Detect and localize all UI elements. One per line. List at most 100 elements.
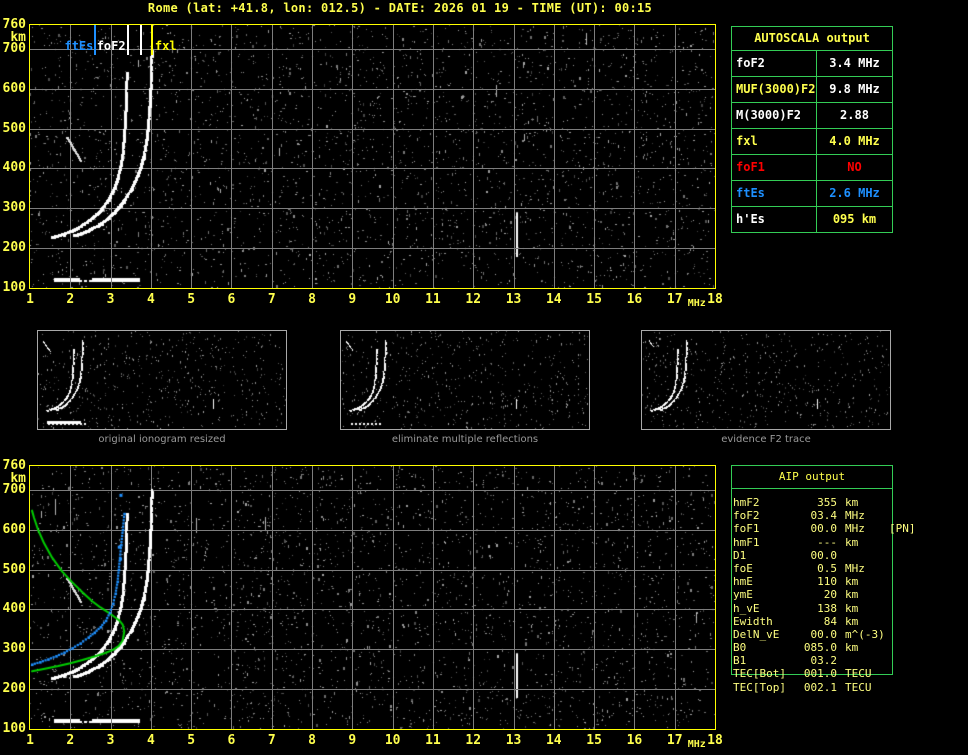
aip-key: hmF2: [733, 496, 760, 509]
x-axis-tick: 4: [146, 733, 155, 748]
aip-row: D1 00.0: [733, 549, 968, 562]
marker-line-fof2[interactable]: [127, 25, 129, 55]
y-axis-tick: 500: [2, 120, 26, 136]
x-axis-tick: 15: [586, 292, 602, 307]
aip-unit: MHz: [845, 561, 865, 575]
ionogram-bottom-plot[interactable]: [29, 465, 716, 730]
aip-key: foF1: [733, 522, 760, 536]
autoscala-title: AUTOSCALA output: [732, 27, 892, 51]
x-axis-tick: 14: [545, 733, 562, 748]
aip-row: foE 0.5 MHz: [733, 562, 968, 575]
marker-line-ftes[interactable]: [94, 25, 96, 55]
aip-value: 001.0: [803, 667, 837, 681]
x-axis-tick: 12: [465, 733, 482, 748]
aip-unit: km: [845, 575, 859, 589]
aip-value: 085.0: [803, 641, 837, 655]
aip-value: ---: [817, 535, 837, 549]
autoscala-value: 2.88: [840, 108, 869, 122]
x-axis-tick: 17: [666, 733, 683, 748]
thumbnail-f2-trace[interactable]: [641, 330, 891, 430]
autoscala-value: 095 km: [832, 212, 877, 226]
x-axis-tick: 18: [707, 733, 723, 748]
autoscala-key: foF1: [732, 155, 817, 180]
aip-unit: m^(-3): [845, 627, 885, 641]
autoscala-row: MUF(3000)F2 9.8 MHz: [732, 77, 892, 103]
x-axis-tick: 8: [308, 292, 316, 307]
aip-key: B0: [733, 641, 747, 655]
x-axis-tick: 16: [626, 292, 643, 307]
aip-rows: hmF2 355 km foF2 03.4 MHz foF1 00.0 MHz [PN] hmF1 -…: [733, 496, 968, 694]
marker-line-foF2-right: [140, 25, 142, 55]
x-axis-tick: 5: [187, 733, 196, 748]
aip-unit: [837, 654, 889, 667]
y-axis-unit: km: [10, 30, 26, 45]
aip-unit: MHz: [845, 509, 865, 523]
autoscala-key: ftEs: [732, 181, 817, 206]
aip-row: TEC[Bot] 001.0 TECU: [733, 667, 968, 680]
aip-key: foE: [733, 561, 753, 575]
y-axis-tick: 760: [2, 458, 26, 473]
x-axis-tick: 5: [187, 292, 196, 307]
autoscala-value: 9.8 MHz: [829, 82, 880, 96]
thumbnail-original[interactable]: [37, 330, 287, 430]
y-axis-tick: 400: [2, 601, 26, 617]
x-axis-tick: 8: [308, 733, 316, 748]
autoscala-key: M(3000)F2: [732, 103, 817, 128]
autoscala-key: foF2: [732, 51, 817, 76]
x-axis-tick: 2: [66, 733, 75, 748]
aip-row: hmF1 --- km: [733, 536, 968, 549]
thumbnail-caption-no-multiples: eliminate multiple reflections: [391, 434, 539, 445]
aip-key: Ewidth: [733, 614, 773, 628]
aip-unit: km: [845, 614, 859, 628]
x-axis-tick: 7: [267, 733, 276, 748]
x-axis-unit: MHz: [687, 739, 706, 750]
aip-value: 355: [817, 496, 837, 509]
aip-title: AIP output: [731, 465, 893, 489]
autoscala-row: M(3000)F2 2.88: [732, 103, 892, 129]
x-axis-tick: 13: [505, 292, 522, 307]
x-axis-tick: 18: [707, 292, 723, 307]
aip-unit: km: [845, 588, 859, 602]
autoscala-key: fxl: [732, 129, 817, 154]
autoscala-row: fxl 4.0 MHz: [732, 129, 892, 155]
y-axis-tick: 760: [2, 17, 26, 32]
thumbnail-image: [38, 331, 286, 429]
y-axis-tick: 700: [2, 481, 26, 497]
x-axis-tick: 12: [465, 292, 482, 307]
aip-unit: TECU: [845, 680, 872, 694]
marker-label-fxl: fxl: [154, 39, 177, 53]
aip-row: B1 03.2: [733, 654, 968, 667]
x-axis-tick: 10: [384, 733, 401, 748]
aip-value: 0.5: [817, 561, 837, 575]
aip-key: B1: [733, 654, 747, 668]
autoscala-value: 4.0 MHz: [829, 134, 880, 148]
y-axis-tick: 300: [2, 200, 26, 216]
aip-unit: TECU: [845, 667, 872, 681]
aip-value: 00.0: [810, 627, 838, 641]
aip-unit: MHz: [845, 522, 865, 536]
page-title: Rome (lat: +41.8, lon: 012.5) - DATE: 20…: [147, 1, 653, 15]
x-axis-tick: 16: [626, 733, 643, 748]
aip-key: D1: [733, 548, 747, 562]
autoscala-value: NO: [847, 160, 862, 174]
aip-value: 138: [817, 601, 837, 615]
x-axis-tick: 15: [586, 733, 602, 748]
x-axis-tick: 3: [106, 733, 115, 748]
marker-line-fxl[interactable]: [151, 25, 153, 55]
thumbnail-no-multiples[interactable]: [340, 330, 590, 430]
aip-row: foF1 00.0 MHz [PN]: [733, 522, 968, 535]
aip-value: 84: [823, 614, 837, 628]
aip-key: hmF1: [733, 535, 760, 549]
y-axis-tick: 200: [2, 681, 26, 697]
aip-value: 03.2: [810, 654, 838, 668]
x-axis-tick: 1: [26, 733, 34, 748]
x-axis-tick: 11: [425, 733, 441, 748]
aip-key: DelN_vE: [733, 627, 780, 641]
aip-unit: [837, 549, 889, 562]
y-axis-tick: 600: [2, 80, 26, 96]
ionogram-top-plot[interactable]: ftEs foF2 fxl: [29, 24, 716, 289]
autoscala-key: h'Es: [732, 207, 817, 232]
autoscala-row: foF1 NO: [732, 155, 892, 181]
aip-row: DelN_vE 00.0 m^(-3): [733, 628, 968, 641]
x-axis-tick: 7: [267, 292, 276, 307]
